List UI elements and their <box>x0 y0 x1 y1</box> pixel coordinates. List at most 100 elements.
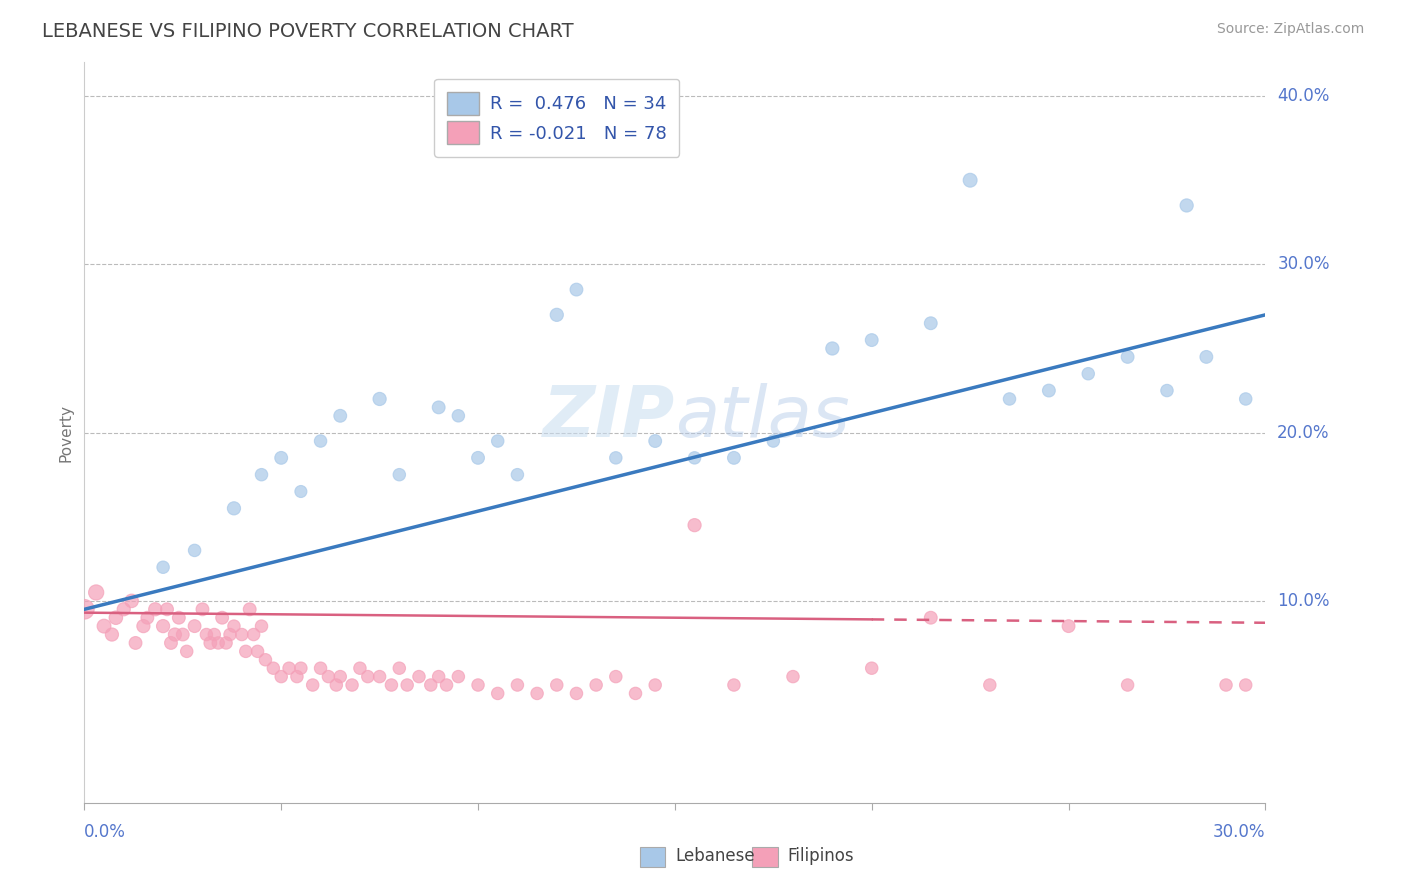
Point <box>156 602 179 616</box>
Point <box>285 670 308 684</box>
Point <box>262 661 284 675</box>
Point <box>235 644 257 658</box>
Point <box>207 636 229 650</box>
Point <box>250 467 273 482</box>
Point <box>388 467 411 482</box>
Point <box>419 678 441 692</box>
Point <box>998 392 1021 406</box>
Point <box>340 678 363 692</box>
Point <box>160 636 183 650</box>
Point <box>486 434 509 448</box>
Point <box>388 661 411 675</box>
Point <box>112 602 135 616</box>
Point <box>349 661 371 675</box>
Point <box>380 678 402 692</box>
Point <box>1234 392 1257 406</box>
Point <box>93 619 115 633</box>
Text: atlas: atlas <box>675 384 849 452</box>
Point <box>605 450 627 465</box>
Text: LEBANESE VS FILIPINO POVERTY CORRELATION CHART: LEBANESE VS FILIPINO POVERTY CORRELATION… <box>42 22 574 41</box>
Point <box>526 686 548 700</box>
Point <box>860 661 883 675</box>
Point <box>183 543 205 558</box>
Point <box>644 678 666 692</box>
Text: 30.0%: 30.0% <box>1213 823 1265 841</box>
Point <box>723 678 745 692</box>
Point <box>195 627 218 641</box>
Point <box>368 392 391 406</box>
Point <box>73 602 96 616</box>
Point <box>683 450 706 465</box>
Point <box>396 678 419 692</box>
Point <box>329 409 352 423</box>
Point <box>1038 384 1060 398</box>
Point <box>467 678 489 692</box>
Point <box>136 610 159 624</box>
Point <box>290 484 312 499</box>
Point <box>301 678 323 692</box>
Point <box>163 627 186 641</box>
Point <box>219 627 242 641</box>
Point <box>585 678 607 692</box>
Point <box>723 450 745 465</box>
Text: ZIP: ZIP <box>543 384 675 452</box>
Point <box>270 670 292 684</box>
Point <box>143 602 166 616</box>
Point <box>467 450 489 465</box>
Point <box>215 636 238 650</box>
Point <box>270 450 292 465</box>
Point <box>202 627 225 641</box>
Point <box>101 627 124 641</box>
Point <box>436 678 458 692</box>
Point <box>124 636 146 650</box>
Point <box>624 686 647 700</box>
Point <box>239 602 262 616</box>
Text: 0.0%: 0.0% <box>84 823 127 841</box>
Point <box>1057 619 1080 633</box>
Point <box>920 610 942 624</box>
Text: Lebanese: Lebanese <box>675 847 755 865</box>
Point <box>920 316 942 330</box>
Point <box>152 619 174 633</box>
Point <box>200 636 222 650</box>
Point <box>278 661 301 675</box>
Point <box>1175 198 1198 212</box>
Point <box>546 678 568 692</box>
Point <box>1116 678 1139 692</box>
Point <box>546 308 568 322</box>
Point <box>408 670 430 684</box>
Point <box>447 409 470 423</box>
Point <box>250 619 273 633</box>
Point <box>329 670 352 684</box>
Point <box>1195 350 1218 364</box>
Point <box>357 670 380 684</box>
Point <box>368 670 391 684</box>
Point <box>152 560 174 574</box>
Point <box>318 670 340 684</box>
Point <box>242 627 264 641</box>
Point <box>762 434 785 448</box>
Point <box>1215 678 1237 692</box>
Text: 40.0%: 40.0% <box>1277 87 1330 105</box>
Point <box>121 594 143 608</box>
Point <box>1077 367 1099 381</box>
Point <box>782 670 804 684</box>
Point <box>427 670 450 684</box>
Text: 30.0%: 30.0% <box>1277 255 1330 273</box>
Point <box>565 283 588 297</box>
Point <box>309 434 332 448</box>
Point <box>309 661 332 675</box>
Point <box>506 467 529 482</box>
Text: 20.0%: 20.0% <box>1277 424 1330 442</box>
Point <box>254 653 277 667</box>
Point <box>325 678 347 692</box>
Point <box>222 619 245 633</box>
Point <box>231 627 253 641</box>
Point <box>959 173 981 187</box>
Point <box>167 610 190 624</box>
Point <box>290 661 312 675</box>
Point <box>979 678 1001 692</box>
Point <box>447 670 470 684</box>
Point <box>132 619 155 633</box>
Point <box>191 602 214 616</box>
